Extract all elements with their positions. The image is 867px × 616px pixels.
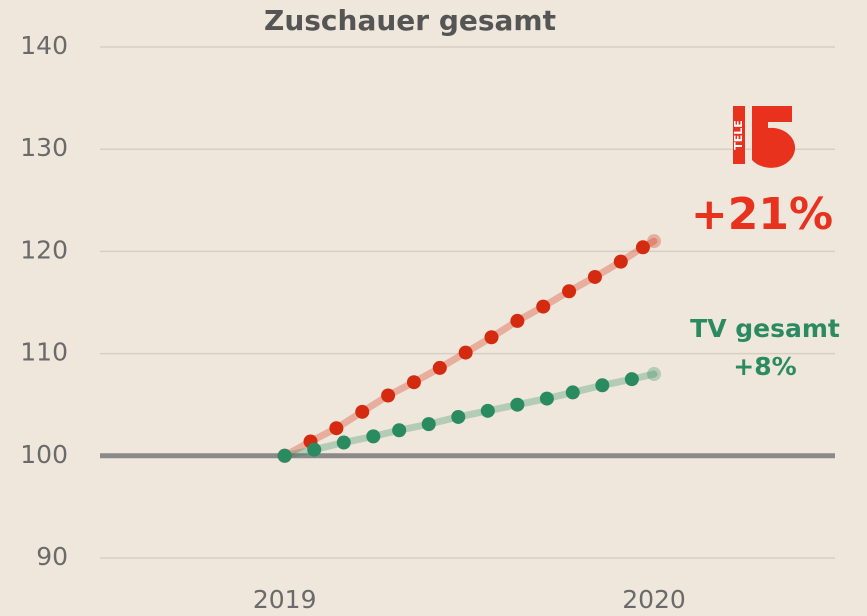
chart-title: Zuschauer gesamt xyxy=(264,4,556,37)
data-point xyxy=(481,404,495,418)
data-point xyxy=(366,429,380,443)
data-point xyxy=(355,405,369,419)
data-point xyxy=(625,372,639,386)
data-point xyxy=(329,421,343,435)
x-tick-label: 2020 xyxy=(622,585,686,614)
chart: Zuschauer gesamt TELE +21% TV gesamt +8%… xyxy=(0,0,867,616)
y-tick-label: 130 xyxy=(20,133,68,162)
data-point xyxy=(566,385,580,399)
annotation: +8% xyxy=(733,352,796,381)
data-point xyxy=(307,443,321,457)
data-point xyxy=(392,423,406,437)
y-tick-label: 110 xyxy=(20,338,68,367)
data-point xyxy=(614,255,628,269)
data-point xyxy=(588,270,602,284)
data-point xyxy=(337,436,351,450)
y-tick-label: 90 xyxy=(36,542,68,571)
data-point xyxy=(562,284,576,298)
data-point xyxy=(433,361,447,375)
annotation: +21% xyxy=(691,189,833,240)
y-tick-label: 140 xyxy=(20,31,68,60)
data-point xyxy=(510,314,524,328)
data-point xyxy=(595,378,609,392)
data-point xyxy=(451,410,465,424)
tele5-logo: TELE xyxy=(732,106,795,168)
data-point xyxy=(510,398,524,412)
logo-text: TELE xyxy=(732,120,745,150)
data-point xyxy=(536,300,550,314)
data-point xyxy=(459,346,473,360)
data-point xyxy=(647,234,661,248)
logo-five xyxy=(752,106,795,168)
data-point xyxy=(407,375,421,389)
data-point xyxy=(381,389,395,403)
data-point xyxy=(540,392,554,406)
x-tick-label: 2019 xyxy=(253,585,317,614)
data-point xyxy=(278,449,292,463)
y-tick-label: 100 xyxy=(20,440,68,469)
y-tick-label: 120 xyxy=(20,235,68,264)
data-point xyxy=(647,367,661,381)
data-point xyxy=(485,330,499,344)
annotation: TV gesamt xyxy=(690,314,840,343)
data-point xyxy=(422,417,436,431)
